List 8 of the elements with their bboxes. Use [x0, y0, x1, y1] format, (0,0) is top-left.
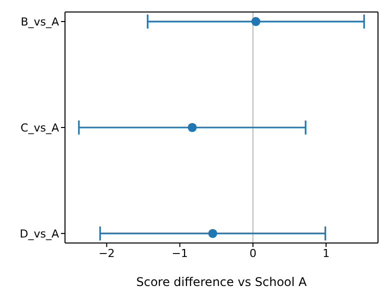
- x-tick-label: 0: [249, 246, 256, 260]
- y-tick-label: D_vs_A: [20, 227, 60, 240]
- x-tick-label: −1: [172, 246, 188, 260]
- x-tick-label: −2: [98, 246, 115, 260]
- y-tick-label: C_vs_A: [20, 121, 60, 134]
- y-tick-label: B_vs_A: [20, 15, 60, 28]
- x-tick-label: 1: [322, 246, 330, 260]
- x-axis-title: Score difference vs School A: [136, 275, 308, 289]
